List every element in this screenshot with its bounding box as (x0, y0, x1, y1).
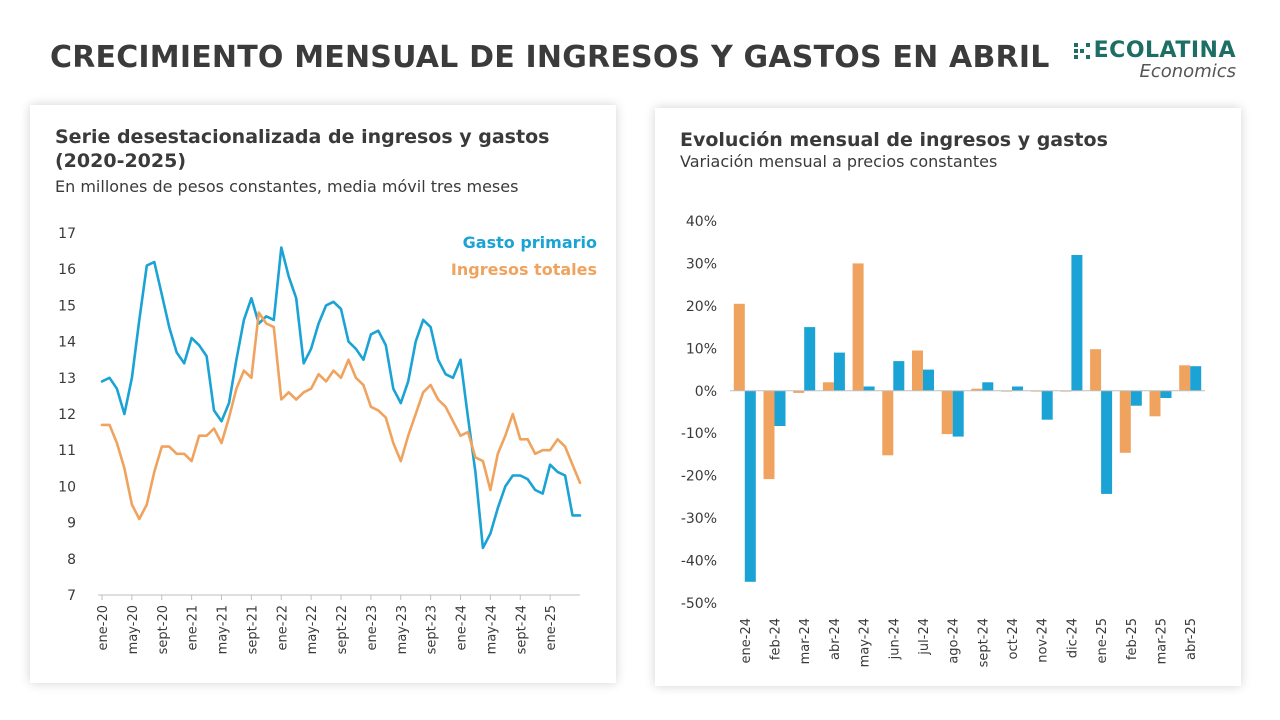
x-tick-label: may-24 (484, 605, 499, 654)
y-tick-label: 10 (58, 479, 76, 495)
y-tick-label: -40% (681, 554, 717, 570)
line-chart-subtitle: En millones de pesos constantes, media m… (55, 177, 519, 196)
x-tick-label: sept-24 (976, 618, 991, 667)
bar (863, 386, 875, 391)
bar (793, 390, 805, 393)
bar (774, 390, 786, 426)
line-chart: 7 8 9 10 11 12 13 14 15 16 17 ene-20 may-20 sept-20 en… (58, 226, 597, 654)
bar (804, 327, 816, 391)
bar (1160, 390, 1172, 398)
x-tick-label: feb-25 (1125, 618, 1140, 660)
y-tick-label: 12 (58, 407, 76, 423)
bar (1101, 390, 1113, 494)
y-tick-label: 7 (67, 588, 76, 604)
x-tick-label: ene-21 (186, 605, 201, 650)
line-chart-card: Serie desestacionalizada de ingresos y g… (30, 105, 616, 683)
y-tick-label: -10% (681, 426, 717, 442)
y-tick-label: -50% (681, 596, 717, 612)
x-tick-label: ene-24 (739, 618, 754, 663)
x-tick-label: may-23 (395, 605, 410, 654)
y-tick-label: -20% (681, 469, 717, 485)
bar (882, 390, 894, 456)
y-tick-label: 20% (686, 299, 717, 315)
y-tick-label: 15 (58, 298, 76, 314)
bar (822, 382, 834, 391)
y-tick-label: 13 (58, 371, 76, 387)
legend-entry: Ingresos totales (451, 260, 597, 279)
bar (763, 390, 775, 480)
page-title: CRECIMIENTO MENSUAL DE INGRESOS Y GASTOS… (50, 40, 1050, 75)
x-tick-label: ene-22 (275, 605, 290, 650)
bar (941, 390, 953, 435)
bar (1090, 349, 1102, 391)
bar (952, 390, 964, 437)
bar-chart-card: Evolución mensual de ingresos y gastos V… (655, 108, 1241, 686)
x-tick-label: ene-25 (1095, 618, 1110, 663)
bar (1130, 390, 1142, 406)
series-line (100, 246, 582, 550)
x-tick-label: abr-25 (1184, 618, 1199, 660)
bar (744, 390, 756, 582)
bar (971, 388, 983, 391)
bar (893, 361, 905, 391)
y-tick-label: 11 (58, 443, 76, 459)
x-tick-label: may-22 (305, 605, 320, 654)
x-tick-label: ene-25 (544, 605, 559, 650)
y-tick-label: 30% (686, 256, 717, 272)
bar (833, 352, 845, 391)
x-tick-label: ene-23 (365, 605, 380, 650)
bar (1071, 255, 1083, 391)
bar (1041, 390, 1053, 420)
y-tick-label: 8 (67, 552, 76, 568)
logo-mark-icon (1073, 42, 1090, 59)
x-tick-label: sept-24 (514, 605, 529, 654)
x-tick-label: oct-24 (1006, 618, 1021, 659)
logo-subtitle: Economics (1139, 61, 1236, 82)
bar (1179, 365, 1191, 391)
x-tick-label: sept-20 (156, 605, 171, 654)
bar (1149, 390, 1161, 417)
y-tick-label: 14 (58, 335, 76, 351)
y-tick-label: 40% (686, 214, 717, 230)
x-tick-label: sept-22 (335, 605, 350, 654)
x-tick-label: ene-20 (96, 605, 111, 650)
x-tick-label: jul-24 (917, 618, 932, 656)
y-tick-label: 0% (695, 384, 717, 400)
y-tick-label: 17 (58, 226, 76, 242)
logo-name: ECOLATINA (1093, 38, 1236, 63)
bar (912, 350, 923, 391)
x-tick-label: mar-25 (1154, 618, 1169, 664)
y-tick-label: 10% (686, 341, 717, 357)
y-tick-label: -30% (681, 511, 717, 527)
x-tick-label: jun-24 (887, 618, 902, 660)
y-tick-label: 9 (67, 516, 76, 532)
bar (1190, 366, 1202, 391)
x-tick-label: ene-24 (455, 605, 470, 650)
line-chart-title: Serie desestacionalizada de ingresos y g… (55, 126, 550, 172)
bar-chart-title: Evolución mensual de ingresos y gastos (680, 129, 1108, 151)
x-tick-label: nov-24 (1036, 618, 1051, 663)
bar (982, 382, 994, 391)
x-tick-label: sept-23 (425, 605, 440, 654)
legend-entry: Gasto primario (463, 233, 597, 252)
bar (923, 369, 934, 391)
x-tick-label: dic-24 (1065, 618, 1080, 658)
bar (1119, 390, 1131, 453)
x-tick-label: feb-24 (769, 618, 784, 660)
bar-chart-subtitle: Variación mensual a precios constantes (680, 152, 998, 171)
x-tick-label: sept-21 (245, 605, 260, 654)
bar (1012, 386, 1023, 391)
x-tick-label: abr-24 (828, 618, 843, 660)
bar (733, 303, 745, 391)
x-tick-label: may-21 (216, 605, 231, 654)
x-tick-label: may-24 (858, 618, 873, 667)
brand-logo: ECOLATINA Economics (1073, 38, 1236, 82)
series-line (100, 311, 582, 521)
x-tick-label: ago-24 (947, 618, 962, 664)
y-tick-label: 16 (58, 262, 76, 278)
bar (852, 263, 864, 391)
bar-chart: -50% -40% -30% -20% -10% 0% 10% 20% 30% 40% ene-24… (681, 214, 1205, 667)
x-tick-label: mar-24 (798, 618, 813, 664)
x-tick-label: may-20 (126, 605, 141, 654)
